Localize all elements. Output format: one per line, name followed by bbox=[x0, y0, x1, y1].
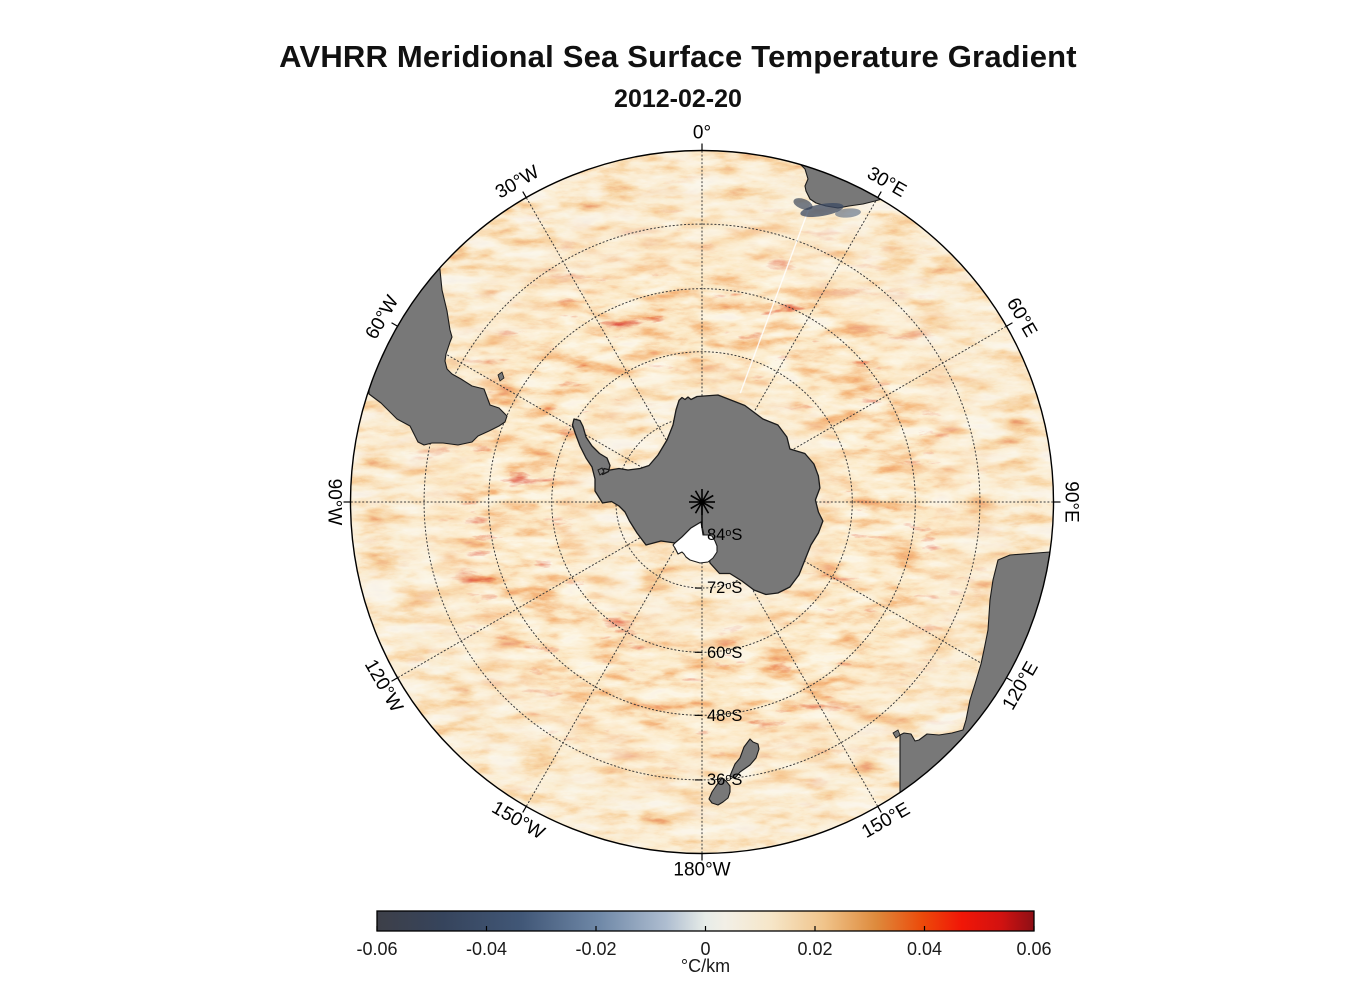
svg-text:36oS: 36oS bbox=[707, 771, 742, 789]
svg-text:72oS: 72oS bbox=[707, 579, 742, 597]
svg-text:90°E: 90°E bbox=[1060, 481, 1081, 522]
svg-text:90°W: 90°W bbox=[323, 479, 344, 526]
svg-text:48oS: 48oS bbox=[707, 707, 742, 725]
svg-text:60oS: 60oS bbox=[707, 644, 742, 662]
svg-text:-0.06: -0.06 bbox=[356, 939, 397, 959]
svg-text:0.02: 0.02 bbox=[797, 939, 832, 959]
svg-text:84oS: 84oS bbox=[707, 526, 742, 544]
svg-text:°C/km: °C/km bbox=[681, 956, 730, 976]
svg-text:0°: 0° bbox=[693, 123, 711, 144]
svg-text:-0.02: -0.02 bbox=[575, 939, 616, 959]
svg-text:-0.04: -0.04 bbox=[466, 939, 507, 959]
svg-text:0.04: 0.04 bbox=[907, 939, 942, 959]
svg-text:0.06: 0.06 bbox=[1016, 939, 1051, 959]
svg-text:180°W: 180°W bbox=[673, 860, 730, 881]
